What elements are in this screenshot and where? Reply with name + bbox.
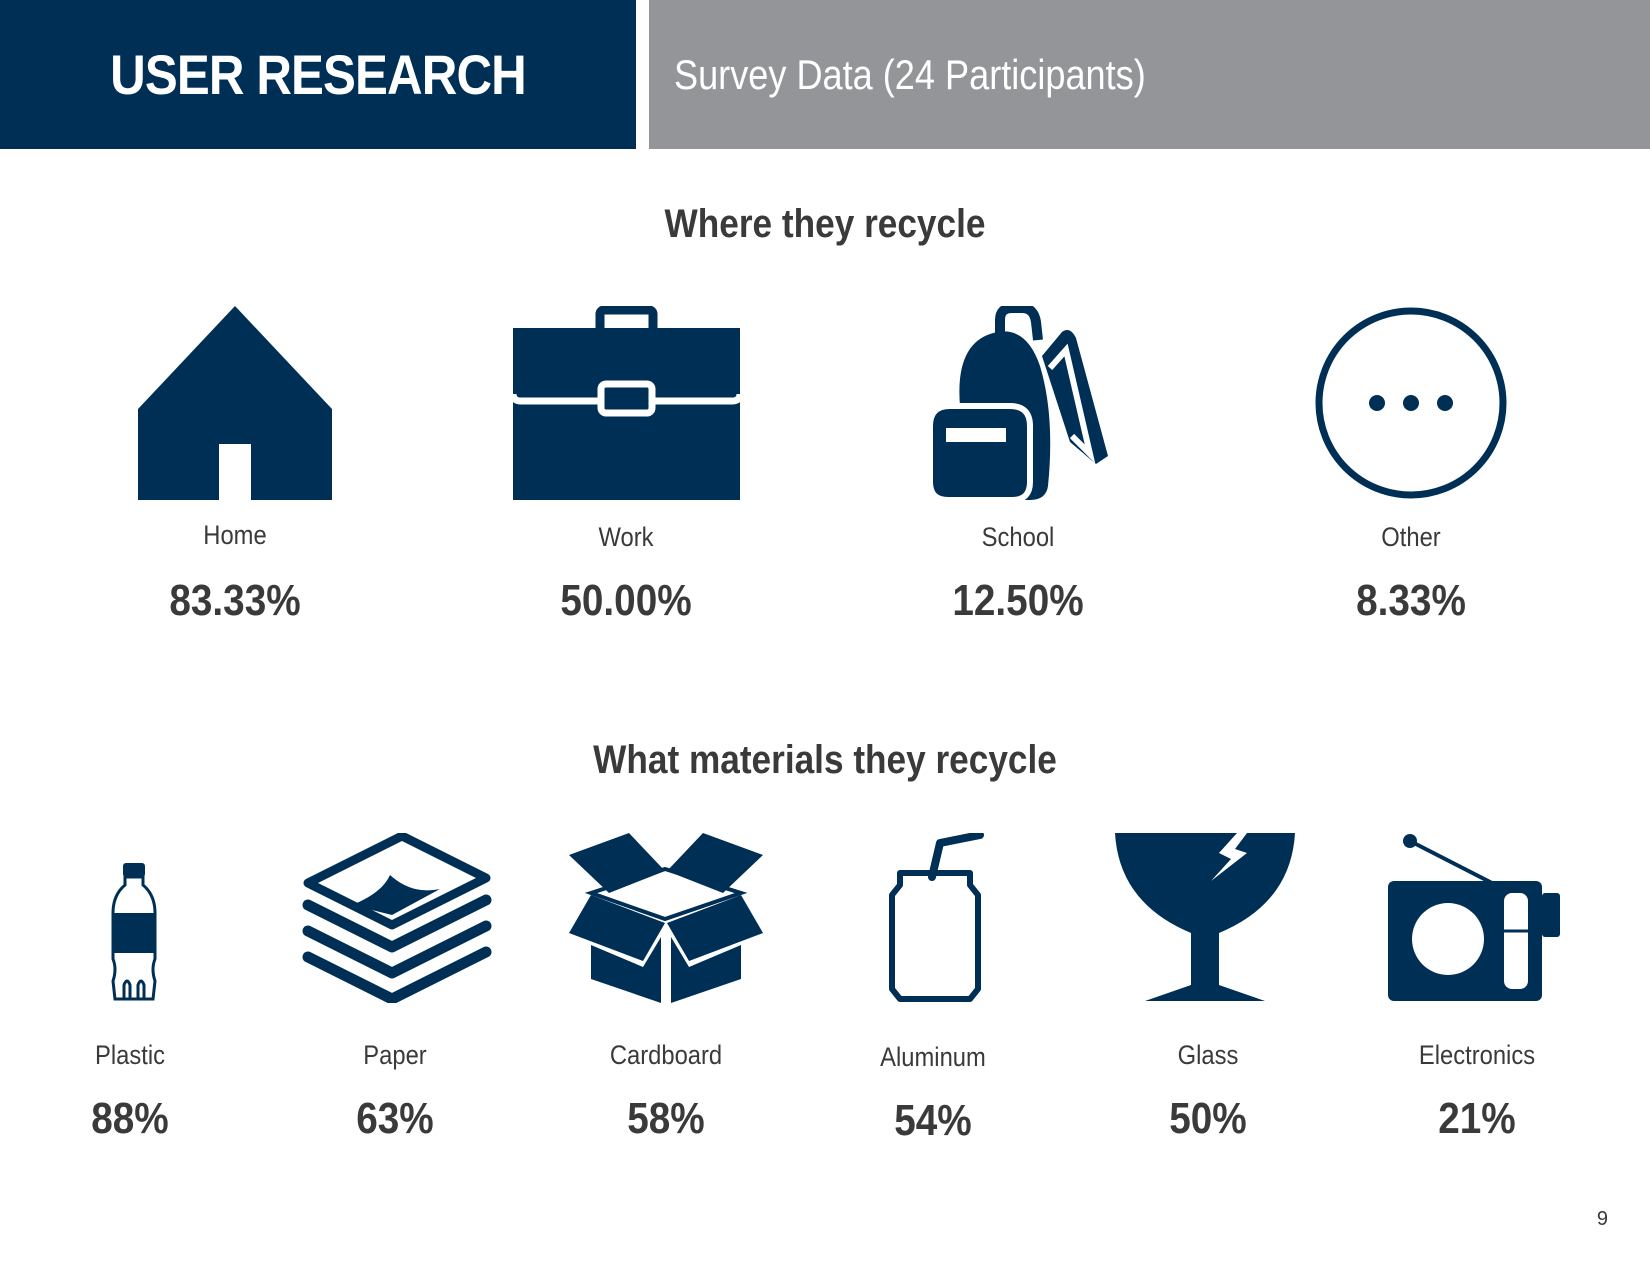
location-label-other: Other bbox=[1381, 522, 1441, 552]
location-label-school: School bbox=[981, 522, 1055, 552]
material-label-plastic: Plastic bbox=[95, 1040, 165, 1070]
location-value-home: 83.33% bbox=[169, 576, 301, 625]
page-subtitle: Survey Data (24 Participants) bbox=[674, 50, 1146, 98]
location-label-home: Home bbox=[203, 520, 267, 550]
material-value-glass: 50% bbox=[1169, 1094, 1247, 1143]
backpack-icon bbox=[930, 306, 1108, 500]
header-title-band: USER RESEARCH bbox=[0, 0, 636, 149]
ellipsis-circle-icon bbox=[1314, 306, 1508, 500]
broken-glass-icon bbox=[1115, 833, 1295, 1003]
material-label-cardboard: Cardboard bbox=[609, 1040, 723, 1070]
bottle-icon bbox=[109, 863, 159, 1003]
material-value-electronics: 21% bbox=[1438, 1094, 1516, 1143]
page-number: 9 bbox=[1596, 1208, 1608, 1230]
location-value-school: 12.50% bbox=[952, 576, 1084, 625]
material-value-cardboard: 58% bbox=[627, 1094, 705, 1143]
material-label-aluminum: Aluminum bbox=[880, 1042, 986, 1072]
header-subtitle-band bbox=[649, 0, 1650, 149]
materials-section-title: What materials they recycle bbox=[593, 738, 1057, 782]
material-value-aluminum: 54% bbox=[894, 1096, 972, 1145]
briefcase-icon bbox=[513, 306, 740, 500]
soda-can-icon bbox=[888, 833, 984, 1003]
page-title: USER RESEARCH bbox=[110, 43, 527, 106]
location-label-work: Work bbox=[598, 522, 654, 552]
paper-stack-icon bbox=[302, 833, 492, 1003]
material-value-plastic: 88% bbox=[91, 1094, 169, 1143]
locations-section-title: Where they recycle bbox=[664, 202, 986, 246]
radio-icon bbox=[1388, 833, 1562, 1003]
location-value-other: 8.33% bbox=[1356, 576, 1466, 625]
material-value-paper: 63% bbox=[356, 1094, 434, 1143]
material-label-paper: Paper bbox=[363, 1040, 427, 1070]
house-icon bbox=[138, 306, 332, 500]
material-label-electronics: Electronics bbox=[1418, 1040, 1536, 1070]
location-value-work: 50.00% bbox=[560, 576, 692, 625]
open-box-icon bbox=[569, 833, 763, 1003]
material-label-glass: Glass bbox=[1177, 1040, 1239, 1070]
